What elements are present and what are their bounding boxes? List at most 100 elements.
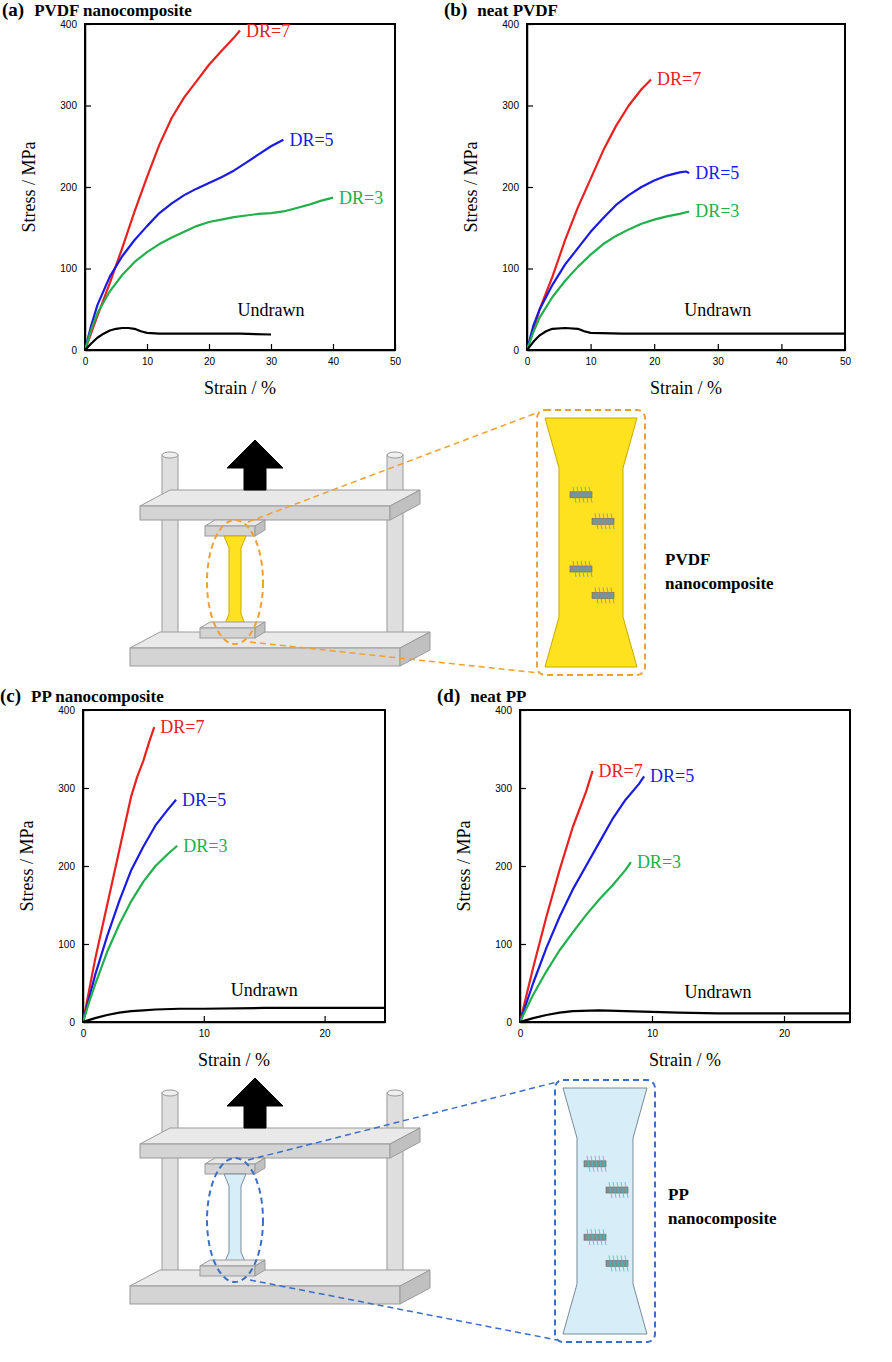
curve [520,1010,850,1022]
x-tick: 10 [142,344,154,367]
filler-chain [581,487,584,503]
y-tick: 100 [58,939,89,950]
specimen [545,418,637,667]
filler [606,1187,628,1193]
curve [85,198,333,350]
y-tick: 300 [60,100,91,111]
plate-side [400,632,430,666]
filler-chain [577,487,580,503]
curve-label: DR=5 [650,766,694,786]
curve-label: DR=5 [182,790,226,810]
filler-chain [603,588,606,604]
specimen [563,1088,647,1334]
filler-chain [599,588,602,604]
diagram-label: PPnanocomposite [668,1185,777,1228]
panel-letter: (a) [2,0,24,21]
curve-label: DR=3 [637,852,681,872]
curve [85,328,271,350]
column [387,455,403,648]
x-tick-label: 10 [142,356,154,367]
filler [592,593,614,599]
zoom-box [555,1080,655,1342]
filler-chain [591,1229,594,1245]
curve [83,846,177,1022]
x-tick-label: 10 [647,1028,659,1039]
curve [83,1008,385,1022]
plate-side [400,1270,430,1304]
plate-front [140,1144,390,1158]
filler-chain [609,1182,612,1198]
filler-chain [603,1229,606,1245]
plate-side [390,490,420,520]
y-axis: 0100200300400 [495,705,526,1028]
plate-top [140,1128,420,1144]
y-tick-label: 300 [60,100,77,111]
x-tick-label: 50 [840,356,852,367]
curve-label: DR=7 [599,761,643,781]
zoom-connector [250,1280,557,1340]
filler-chain [611,588,614,604]
filler-chain [617,1182,620,1198]
zoom-connector [250,642,539,673]
plot-area [83,727,385,1022]
y-tick: 300 [502,100,533,111]
x-tick-label: 0 [525,356,531,367]
diagram-label-line: PVDF [665,550,710,569]
plate-front [200,628,255,638]
panel-title: PVDF nanocomposite [34,1,192,20]
y-tick-label: 0 [513,345,519,356]
y-tick-label: 200 [495,861,512,872]
curve-label: DR=5 [289,130,333,150]
column [162,455,178,648]
panel: 010200100200300400DR=7DR=5DR=3UndrawnStr… [0,685,386,1070]
y-tick: 200 [502,182,533,193]
y-axis: 0100200300400 [502,19,533,356]
filler-chain [589,487,592,503]
x-tick-label: 30 [713,356,725,367]
x-axis: 0 10 20 [518,1016,851,1039]
y-axis-title: Stress / MPa [19,141,39,232]
y-axis-title: Stress / MPa [454,820,474,911]
y-tick-label: 200 [502,182,519,193]
y-tick: 200 [58,861,89,872]
panel-letter: (b) [444,0,467,21]
y-tick-label: 400 [60,19,77,30]
filler-chain [573,561,576,577]
filler-chain [599,513,602,529]
diagram-label-line: PP [668,1185,689,1204]
zoom-ellipse [207,520,263,644]
filler-chain [603,513,606,529]
y-axis-title: Stress / MPa [17,820,37,911]
x-tick-label: 20 [649,356,661,367]
panel: 010203040500100200300400DR=7DR=5DR=3Undr… [444,0,851,398]
y-tick-label: 300 [502,100,519,111]
tensile-tester: PPnanocomposite [130,1078,777,1342]
pull-arrow [227,1078,283,1128]
y-tick-label: 100 [495,939,512,950]
plot-area [85,31,333,350]
curve-label: Undrawn [238,300,305,320]
plate-front [200,1266,255,1276]
column-top [387,452,403,458]
filler-chain [577,561,580,577]
curve-label: DR=3 [339,188,383,208]
panel-letter: (c) [0,685,21,707]
panel-letter: (d) [437,685,460,707]
x-tick: 20 [779,1016,791,1039]
filler-chain [609,1255,612,1271]
plate-top [140,490,420,506]
y-tick-label: 100 [502,263,519,274]
y-tick-label: 200 [58,861,75,872]
filler-chain [595,1156,598,1172]
x-tick-label: 0 [518,1028,524,1039]
y-axis-title: Stress / MPa [461,141,481,232]
x-axis-title: Strain / % [649,1050,721,1070]
plate-side [390,1128,420,1158]
filler [592,518,614,524]
panel-title: PP nanocomposite [31,687,164,706]
pull-arrow [227,440,283,490]
filler-chain [591,1156,594,1172]
plot-frame [83,710,385,1022]
panel-title: neat PVDF [477,1,558,20]
plate-side [255,1158,265,1174]
